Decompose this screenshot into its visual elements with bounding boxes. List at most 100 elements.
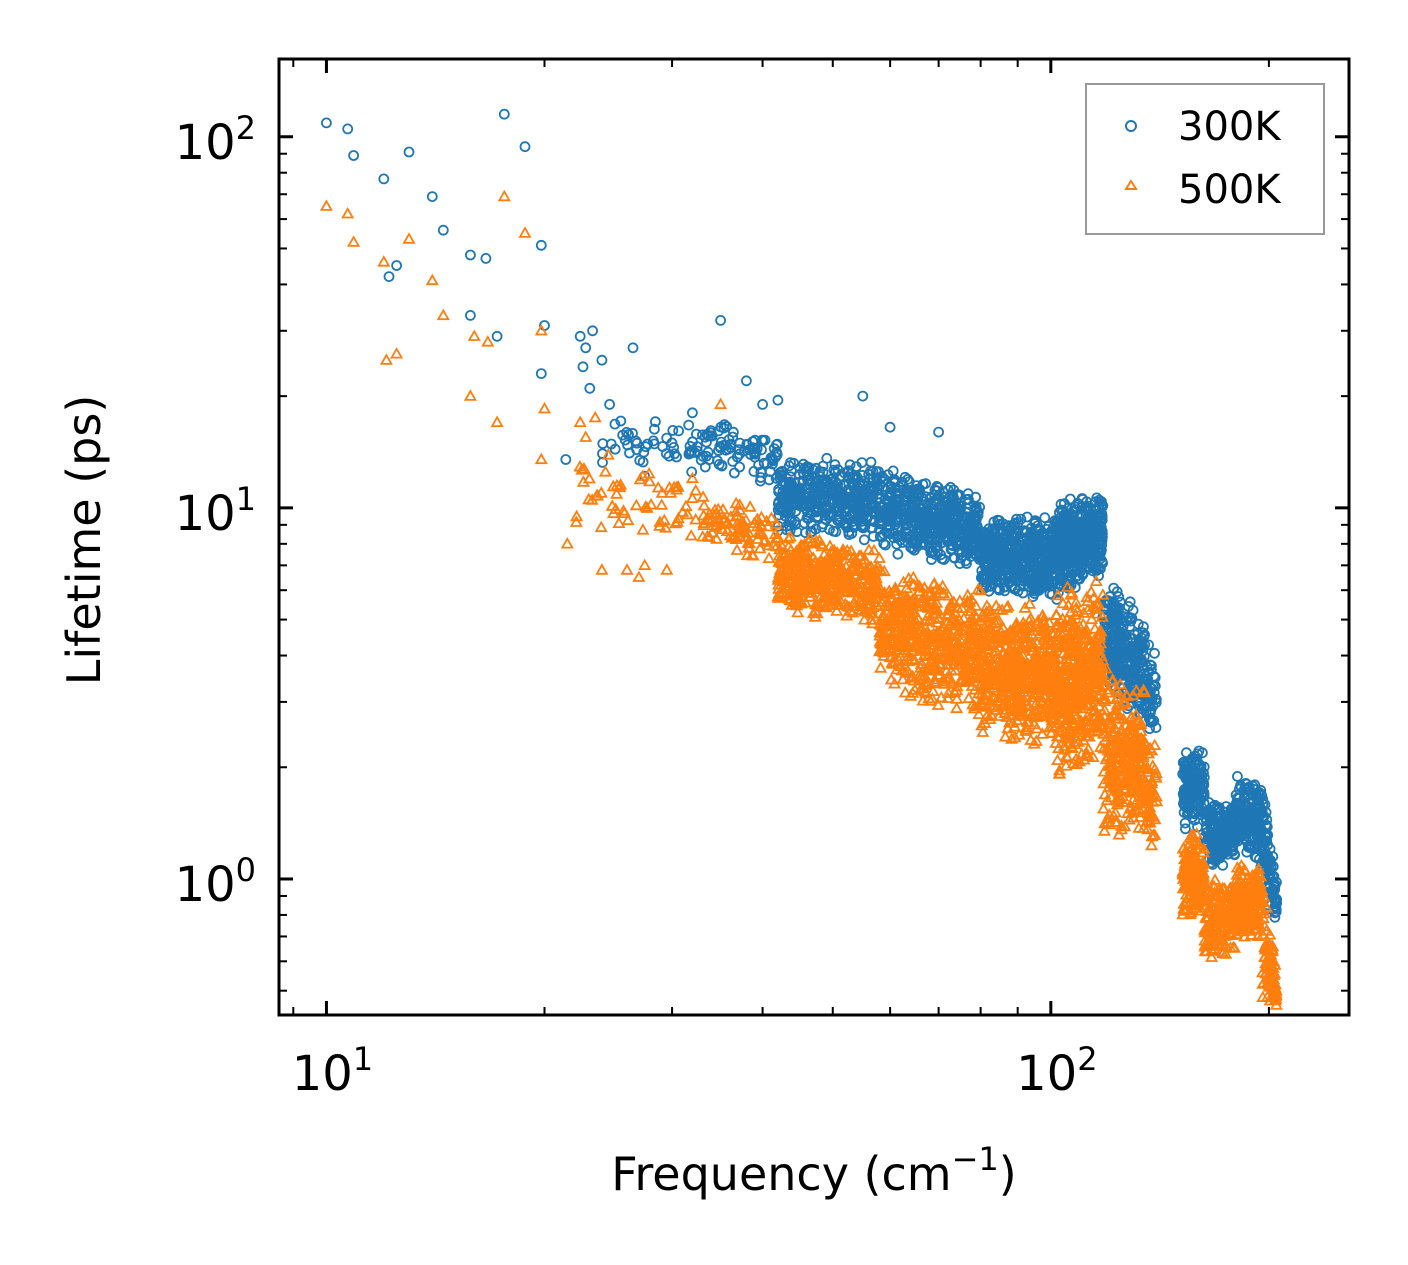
point-500k (1069, 595, 1083, 608)
point-500k (940, 608, 954, 621)
point-500k (752, 526, 766, 538)
point-500k (888, 584, 902, 596)
point-500k (904, 689, 918, 701)
point-500k (1053, 767, 1067, 779)
point-300k (1026, 547, 1038, 559)
point-500k (594, 520, 608, 533)
point-500k (669, 516, 683, 529)
point-500k (864, 613, 879, 625)
point-500k (775, 540, 789, 552)
point-300k (927, 514, 939, 526)
point-500k (980, 700, 994, 712)
point-500k (537, 401, 552, 414)
point-300k (962, 497, 974, 509)
point-300k (604, 398, 615, 410)
point-500k (963, 663, 977, 675)
point-300k (771, 439, 782, 451)
point-300k (1003, 534, 1015, 545)
point-300k (891, 503, 903, 515)
point-300k (1186, 812, 1198, 823)
point-500k (808, 610, 822, 622)
point-300k (845, 468, 857, 480)
point-300k (817, 460, 829, 472)
point-300k (574, 330, 586, 342)
point-300k (780, 507, 792, 519)
point-500k (753, 541, 767, 554)
point-500k (319, 199, 333, 211)
point-500k (1009, 689, 1023, 702)
point-300k (1232, 771, 1243, 782)
point-500k (934, 690, 948, 703)
point-500k (876, 637, 891, 650)
point-300k (861, 511, 873, 523)
point-500k (1014, 709, 1028, 721)
point-500k (601, 448, 615, 460)
point-300k (935, 549, 947, 561)
point-500k (888, 587, 902, 600)
point-500k (702, 530, 716, 542)
point-300k (1111, 601, 1123, 613)
point-500k (998, 730, 1012, 742)
point-500k (929, 631, 943, 643)
point-500k (938, 650, 952, 663)
point-300k (650, 416, 661, 428)
point-300k (342, 123, 354, 135)
point-300k (810, 462, 822, 474)
point-500k (1080, 746, 1094, 758)
point-500k (915, 669, 929, 681)
point-300k (703, 454, 715, 466)
point-300k (1115, 644, 1127, 656)
point-500k (975, 636, 989, 649)
point-500k (1035, 641, 1049, 654)
point-500k (1022, 620, 1036, 632)
point-300k (615, 415, 627, 427)
point-300k (983, 545, 995, 556)
point-300k (873, 492, 885, 504)
point-500k (905, 593, 920, 605)
point-500k (911, 625, 925, 637)
point-500k (996, 680, 1010, 692)
point-500k (862, 560, 876, 573)
point-300k (728, 426, 739, 438)
point-300k (1084, 562, 1096, 574)
point-300k (1074, 573, 1085, 585)
point-500k (813, 579, 827, 591)
point-500k (875, 618, 889, 631)
point-500k (467, 329, 481, 341)
point-300k (907, 501, 919, 513)
point-300k (320, 117, 332, 129)
point-300k (584, 382, 596, 394)
point-500k (876, 643, 890, 656)
point-500k (950, 618, 964, 631)
point-300k (437, 224, 449, 236)
point-500k (838, 597, 852, 609)
point-300k (877, 476, 889, 488)
point-500k (922, 614, 936, 627)
point-500k (1056, 612, 1070, 624)
point-500k (1014, 667, 1029, 679)
point-300k (902, 473, 914, 485)
point-500k (824, 545, 838, 557)
point-300k (1019, 526, 1031, 538)
point-500k (943, 627, 958, 640)
point-500k (947, 635, 961, 648)
point-300k (560, 454, 572, 465)
point-300k (1213, 848, 1225, 860)
point-500k (664, 486, 678, 498)
point-500k (854, 568, 868, 581)
point-500k (782, 540, 796, 552)
point-500k (884, 644, 898, 656)
point-500k (606, 479, 620, 492)
point-500k (576, 475, 590, 487)
point-300k (1061, 557, 1073, 569)
point-500k (570, 509, 584, 522)
point-300k (790, 519, 801, 530)
point-500k (994, 624, 1008, 636)
point-500k (1060, 727, 1074, 740)
point-500k (829, 590, 843, 603)
point-500k (908, 640, 922, 653)
point-500k (1035, 667, 1050, 680)
point-300k (998, 562, 1010, 574)
point-500k (1079, 729, 1093, 742)
